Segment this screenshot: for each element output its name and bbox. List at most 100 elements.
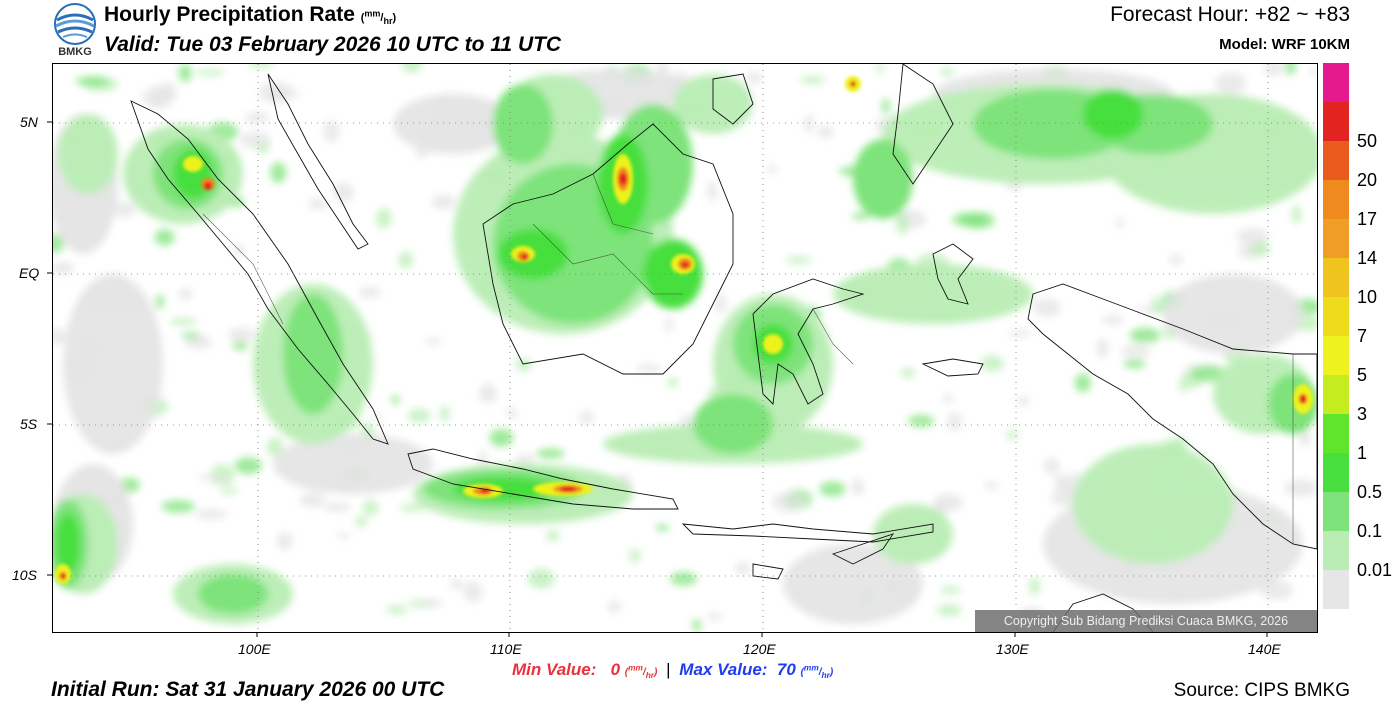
precip-speckle — [670, 572, 697, 586]
precip-speckle — [355, 515, 368, 528]
bmkg-logo-icon — [51, 2, 99, 60]
precip-speckle — [714, 293, 727, 314]
valid-time: Valid: Tue 03 February 2026 10 UTC to 11… — [104, 33, 562, 56]
precip-speckle — [934, 494, 963, 511]
precip-speckle — [232, 341, 249, 351]
precip-speckle — [233, 245, 245, 257]
lat-label-5n: 5N — [20, 114, 38, 130]
min-unit-bottom: hr — [645, 670, 655, 680]
min-value: Min Value: 0 (mm/hr) — [512, 660, 658, 680]
colorbar-label: 1 — [1357, 443, 1368, 463]
precip-speckle — [1074, 373, 1092, 393]
precip-speckle — [900, 367, 916, 378]
chart-title: Hourly Precipitation Rate (mm/hr) — [104, 3, 396, 27]
colorbar-segment — [1323, 336, 1349, 375]
source-text: Source: CIPS BMKG — [1173, 680, 1350, 701]
precip-speckle — [799, 75, 825, 84]
precip-speckle — [1285, 64, 1296, 75]
colorbar-label: 50 — [1357, 131, 1378, 151]
precip-speckle — [960, 212, 995, 229]
precip-speckle — [399, 504, 426, 512]
precip-speckle — [1032, 298, 1061, 317]
colorbar-label: 3 — [1357, 404, 1368, 424]
precip-speckle — [363, 499, 379, 516]
precip-speckle — [256, 143, 270, 154]
min-label: Min Value: — [512, 660, 597, 679]
precipitation-field — [53, 64, 1317, 632]
precip-speckle — [767, 164, 778, 174]
precip-speckle — [1298, 429, 1312, 447]
colorbar-segment — [1323, 297, 1349, 336]
graticule — [53, 64, 1317, 632]
precip-speckle — [418, 598, 443, 608]
max-unit: (mm/hr) — [800, 662, 834, 680]
precip-speckle — [1291, 205, 1302, 224]
precip-speckle — [819, 481, 846, 497]
precip-speckle — [53, 261, 75, 275]
precip-speckle — [244, 112, 270, 124]
lat-label-10s: 10S — [12, 567, 37, 583]
precip-speckle — [151, 97, 165, 109]
colorbar-label: 20 — [1357, 170, 1378, 190]
precip-speckle — [489, 428, 514, 447]
forecast-hour: Forecast Hour: +82 ~ +83 — [1110, 3, 1350, 26]
precip-speckle — [506, 407, 517, 420]
lon-label-130e: 130E — [996, 641, 1029, 657]
precip-speckle — [248, 64, 274, 69]
precip-speckle — [984, 481, 999, 491]
max-number: 70 — [776, 660, 796, 679]
precip-speckle — [75, 76, 110, 87]
map-canvas — [53, 64, 1317, 632]
precip-speckle — [1017, 395, 1029, 407]
precip-speckle — [157, 82, 177, 100]
precip-speckle — [53, 328, 66, 344]
colorbar-label: 0.1 — [1357, 521, 1383, 541]
lat-label-eq: EQ — [19, 265, 40, 281]
max-value: Max Value: 70 (mm/hr) — [679, 660, 834, 680]
precip-speckle — [1120, 344, 1151, 358]
precip-speckle — [735, 561, 751, 575]
precip-speckle — [1123, 359, 1146, 369]
precip-speckle — [197, 474, 230, 481]
colorbar-segment — [1323, 492, 1349, 531]
precip-speckle — [386, 605, 407, 614]
precip-speckle — [786, 256, 812, 264]
precip-speckle — [1006, 430, 1019, 440]
colorbar-label: 7 — [1357, 326, 1368, 346]
precip-speckle — [391, 394, 400, 405]
lon-label-120e: 120E — [743, 641, 776, 657]
coastlines — [130, 64, 1317, 632]
precip-speckle — [942, 393, 953, 404]
precip-speckle — [154, 229, 175, 246]
precip-speckle — [227, 327, 255, 342]
precip-speckle — [1115, 216, 1125, 229]
model-name: Model: WRF 10KM — [1219, 36, 1350, 53]
initial-run: Initial Run: Sat 31 January 2026 00 UTC — [51, 678, 445, 701]
title-unit-bottom: hr — [383, 16, 393, 27]
precip-speckle — [155, 294, 164, 310]
precip-speckle — [478, 449, 488, 470]
colorbar-segment — [1323, 258, 1349, 297]
max-unit-top: mm — [803, 662, 819, 673]
colorbar-label: 14 — [1357, 248, 1378, 268]
min-unit: (mm/hr) — [624, 662, 658, 680]
precip-speckle — [220, 487, 239, 495]
precip-speckle — [546, 529, 560, 542]
precip-speckle — [708, 387, 720, 400]
precip-speckle — [358, 286, 381, 298]
title-unit: (mm/hr) — [360, 8, 397, 27]
precip-speckle — [376, 207, 392, 229]
precip-speckle — [947, 412, 962, 431]
copyright-notice: Copyright Sub Bidang Prediksi Cuaca BMKG… — [975, 610, 1317, 632]
separator: | — [666, 660, 671, 679]
colorbar-segment — [1323, 375, 1349, 414]
precip-speckle — [439, 405, 450, 422]
precip-speckle — [323, 502, 351, 512]
colorbar-segment — [1323, 102, 1349, 141]
min-unit-top: mm — [628, 662, 643, 673]
colorbar-label: 0.01 — [1357, 560, 1393, 580]
precip-speckle — [178, 64, 192, 83]
precip-speckle — [692, 618, 702, 632]
precip-speckle — [113, 202, 136, 218]
